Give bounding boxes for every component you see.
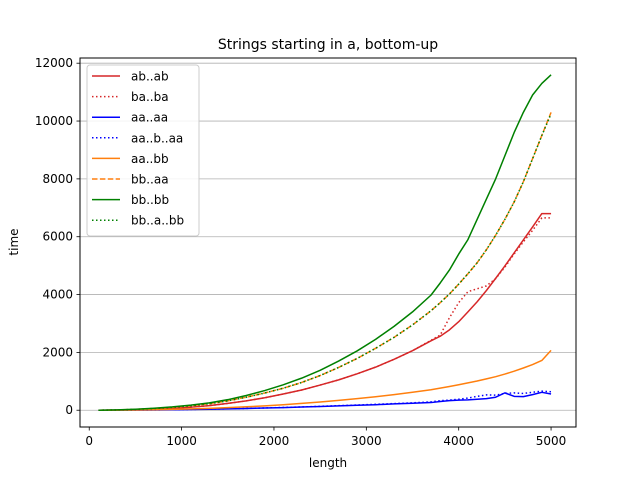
x-tick-label: 5000 xyxy=(536,434,567,448)
y-axis-label: time xyxy=(7,228,21,255)
legend-entry: bb..a..bb xyxy=(131,214,184,228)
chart-title: Strings starting in a, bottom-up xyxy=(218,37,438,53)
y-tick-label: 10000 xyxy=(35,114,73,128)
x-axis-ticks: 0 1000 2000 3000 4000 5000 xyxy=(85,427,566,448)
y-tick-label: 4000 xyxy=(42,288,73,302)
x-axis-label: length xyxy=(309,456,347,470)
legend-box xyxy=(86,64,200,237)
legend-entry: aa..bb xyxy=(131,152,169,166)
y-tick-label: 8000 xyxy=(42,172,73,186)
series-lines xyxy=(98,74,552,411)
legend-entry: bb..aa xyxy=(131,173,169,187)
y-axis-ticks: 0 2000 4000 6000 8000 10000 12000 xyxy=(35,56,80,417)
x-tick-label: 2000 xyxy=(259,434,290,448)
y-tick-label: 6000 xyxy=(42,230,73,244)
legend-entry: aa..b..aa xyxy=(131,131,183,145)
y-tick-label: 2000 xyxy=(42,345,73,359)
series-line-ba..ba xyxy=(98,217,552,411)
series-line-bb..bb xyxy=(98,74,552,411)
legend-entry: bb..bb xyxy=(131,193,169,207)
series-line-aa..bb xyxy=(98,349,552,411)
x-tick-label: 3000 xyxy=(351,434,382,448)
x-tick-label: 0 xyxy=(85,434,93,448)
plot-area-frame xyxy=(79,57,577,428)
y-tick-label: 12000 xyxy=(35,56,73,70)
legend-entry: ba..ba xyxy=(131,90,169,104)
legend-entry: ab..ab xyxy=(131,70,169,84)
x-tick-label: 4000 xyxy=(443,434,474,448)
x-tick-label: 1000 xyxy=(166,434,197,448)
legend: ab..ab ba..ba aa..aa aa..b..aa aa..bb bb..aa b… xyxy=(86,64,200,237)
legend-entry: aa..aa xyxy=(131,111,168,125)
y-tick-label: 0 xyxy=(65,403,73,417)
